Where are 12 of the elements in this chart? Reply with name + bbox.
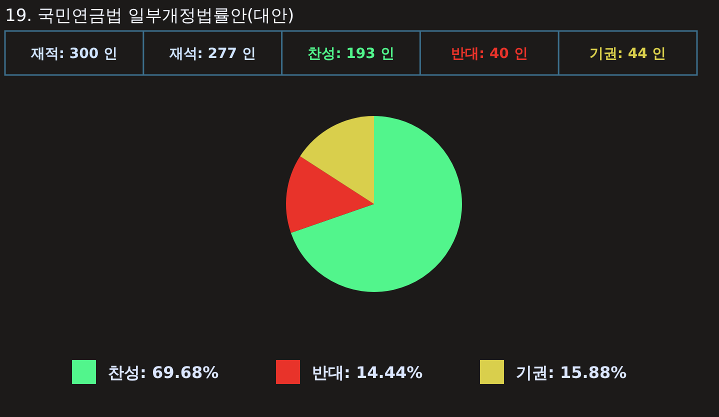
text: 찬성: 193 인 xyxy=(308,46,394,62)
pie-slice xyxy=(300,116,374,204)
text: 기권: 44 인 xyxy=(589,46,666,62)
chart-title: 19. 국민연금법 일부개정법률안(대안) xyxy=(5,6,294,26)
pie-slice xyxy=(286,156,374,233)
text: 반대: 40 인 xyxy=(450,46,528,62)
legend-label: 반대: 14.44% xyxy=(312,363,423,382)
legend-label: 찬성: 69.68% xyxy=(108,363,219,382)
pie-slice xyxy=(290,116,462,292)
text: 재적: 300 인 xyxy=(30,46,118,62)
text: 재석: 277 인 xyxy=(168,46,256,62)
legend-label: 기권: 15.88% xyxy=(516,363,627,382)
